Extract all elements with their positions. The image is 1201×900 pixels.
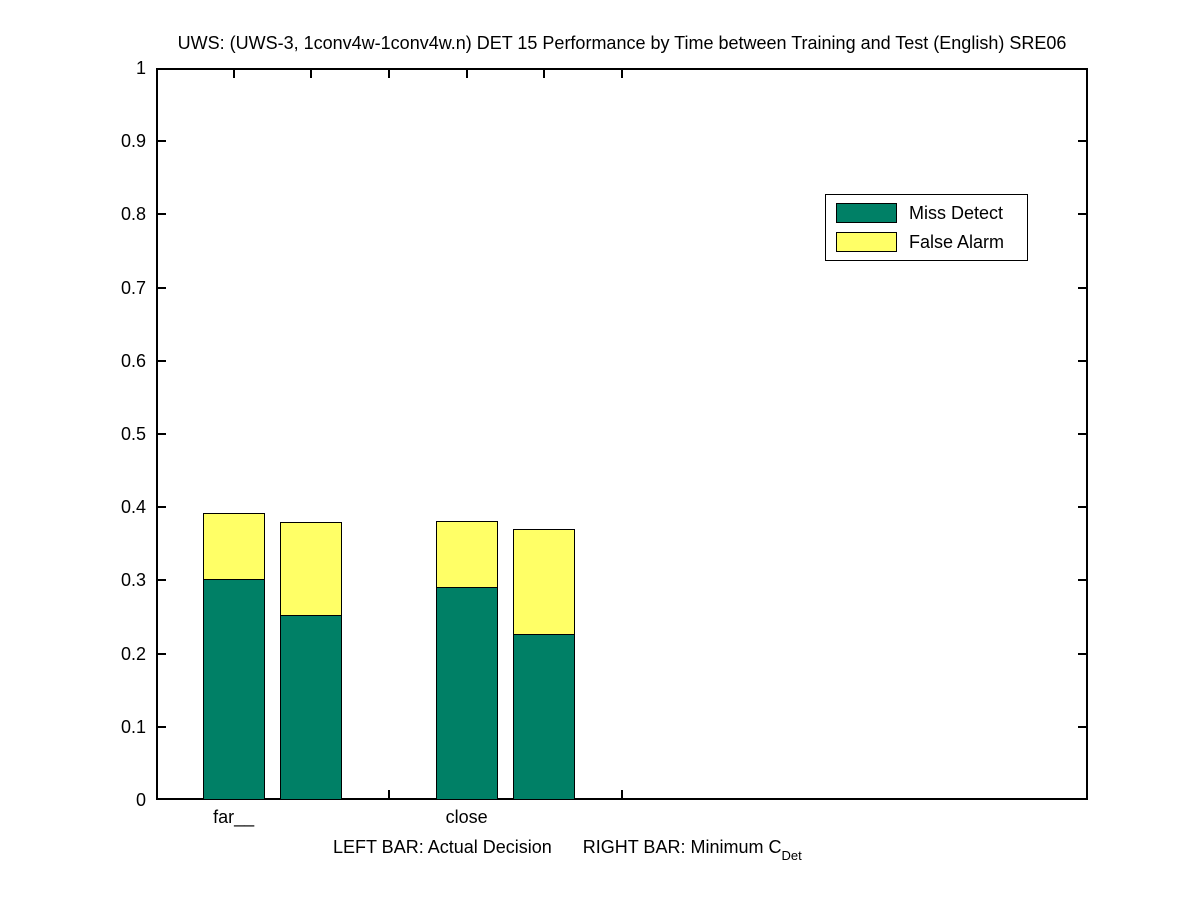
x-tick-label-close: close [445, 807, 488, 827]
x-axis-tick-top [465, 68, 468, 78]
left-bar-note: LEFT BAR: Actual Decision [333, 837, 552, 857]
y-axis-tick-right [1078, 652, 1088, 655]
bar-segment-miss-detect [280, 616, 343, 800]
bar-far-minimum-cdet [280, 522, 343, 800]
y-axis-tick-left [156, 433, 166, 435]
y-tick-label-1: 1 [135, 58, 146, 78]
y-axis-tick-right [1078, 213, 1088, 216]
legend-item-false-alarm: False Alarm [836, 232, 1027, 252]
x-axis-tick-top [232, 68, 235, 78]
y-tick-label-0.2: 0.2 [120, 643, 146, 664]
y-axis-tick-left [156, 579, 166, 582]
y-tick-label-0.3: 0.3 [120, 570, 146, 591]
y-axis-tick-right [1078, 286, 1088, 289]
y-axis-tick-left [156, 140, 166, 143]
x-tick-label-far__: far__ [213, 807, 255, 827]
legend: Miss Detect False Alarm [825, 194, 1028, 261]
cdet-subscript: Det [781, 848, 802, 863]
y-axis-tick-right [1078, 359, 1088, 362]
x-axis-tick-top [388, 68, 390, 78]
y-tick-label-0.6: 0.6 [120, 350, 146, 371]
y-axis-tick-right [1078, 725, 1088, 728]
chart-title: UWS: (UWS-3, 1conv4w-1conv4w.n) DET 15 P… [177, 33, 1067, 53]
bar-close-actual-decision [435, 521, 498, 800]
legend-item-miss-detect: Miss Detect [836, 203, 1027, 223]
y-tick-label-0.8: 0.8 [120, 204, 146, 225]
bar-meaning-footnote: LEFT BAR: Actual Decision RIGHT BAR: Mini… [333, 837, 802, 863]
legend-label-false-alarm: False Alarm [909, 232, 1005, 252]
y-axis-tick-left [156, 506, 166, 509]
y-axis-tick-left [156, 286, 166, 289]
y-axis-tick-left [156, 359, 166, 362]
y-axis-tick-left [156, 725, 166, 728]
y-axis-tick-right [1078, 433, 1088, 435]
x-axis-tick-top [543, 68, 546, 78]
bar-segment-miss-detect [513, 635, 576, 800]
bar-close-minimum-cdet [513, 529, 576, 800]
y-tick-label-0: 0 [135, 790, 146, 810]
right-bar-note: RIGHT BAR: Minimum C [582, 837, 782, 857]
y-axis-tick-left [156, 652, 166, 655]
bar-segment-false-alarm [280, 522, 343, 616]
y-tick-label-0.1: 0.1 [120, 716, 146, 737]
y-tick-label-0.5: 0.5 [120, 424, 146, 444]
y-axis-tick-right [1078, 579, 1088, 582]
bar-segment-miss-detect [202, 580, 265, 800]
x-axis-tick-bottom [621, 790, 623, 800]
bar-segment-false-alarm [202, 513, 265, 580]
y-axis-tick-left [156, 213, 166, 216]
y-axis-tick-right [1078, 506, 1088, 509]
y-axis-tick-right [1078, 140, 1088, 143]
bar-segment-false-alarm [435, 521, 498, 588]
x-axis-tick-top [310, 68, 313, 78]
y-tick-label-0.9: 0.9 [120, 131, 146, 152]
miss-detect-swatch [836, 203, 897, 223]
false-alarm-swatch [836, 232, 897, 252]
y-tick-label-0.7: 0.7 [120, 277, 146, 298]
plot-area: Miss Detect False Alarm [156, 68, 1088, 800]
legend-label-miss-detect: Miss Detect [909, 203, 1004, 223]
y-tick-label-0.4: 0.4 [120, 497, 146, 518]
x-axis-tick-top [621, 68, 623, 78]
bar-segment-false-alarm [513, 529, 576, 635]
bar-segment-miss-detect [435, 588, 498, 800]
x-axis-tick-bottom [388, 790, 390, 800]
bar-far-actual-decision [202, 513, 265, 800]
